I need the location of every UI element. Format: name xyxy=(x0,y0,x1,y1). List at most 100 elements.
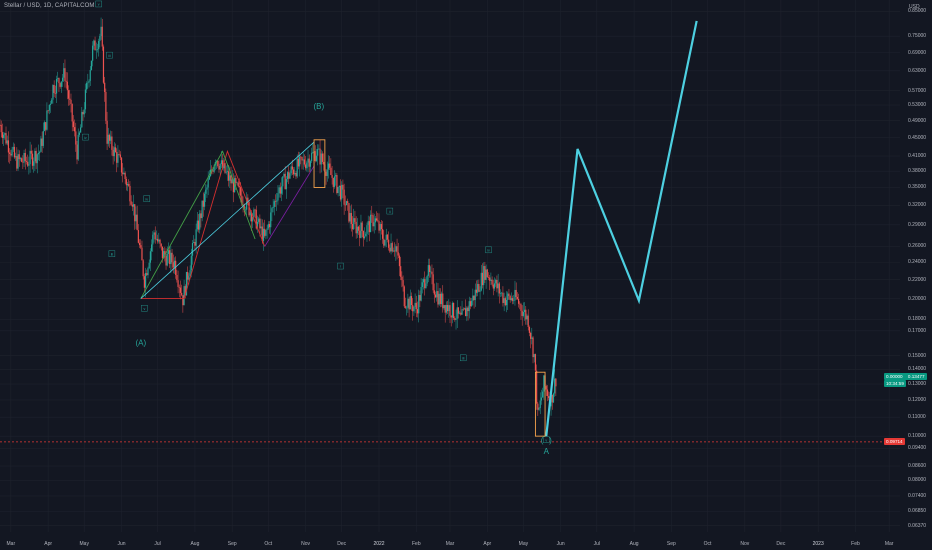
candle-body xyxy=(277,193,279,201)
current-price-tag: 0.13477 xyxy=(907,373,925,379)
candle-body xyxy=(143,276,145,288)
candle-body xyxy=(138,242,141,246)
candle-body xyxy=(319,148,321,165)
candle-body xyxy=(107,134,109,144)
candle-body xyxy=(317,149,319,156)
candle-body xyxy=(81,112,83,128)
candle-body xyxy=(256,221,259,229)
price-tick: 0.35000 xyxy=(908,184,927,191)
candle-body xyxy=(434,294,437,298)
candle-body xyxy=(551,394,553,403)
candle-body xyxy=(295,173,297,177)
candle-body xyxy=(104,82,106,93)
candle-body xyxy=(383,238,385,246)
candle-body xyxy=(153,232,155,235)
small-wave-marker xyxy=(337,262,344,270)
candle-body xyxy=(520,304,522,311)
time-tick: Jun xyxy=(117,541,126,547)
candle-body xyxy=(356,226,358,234)
candle-body xyxy=(510,298,512,301)
time-tick: Feb xyxy=(851,541,860,547)
candle-body xyxy=(173,260,176,268)
candle-body xyxy=(499,293,502,294)
candle-body xyxy=(282,176,284,187)
zigzag-red-line xyxy=(140,149,266,300)
candle-body xyxy=(236,182,238,184)
candle-body xyxy=(122,172,124,175)
candle-body xyxy=(3,134,5,139)
candle-body xyxy=(49,103,52,105)
candle-body xyxy=(511,298,514,301)
candle-body xyxy=(18,154,20,160)
candle-body xyxy=(474,289,476,301)
candle-body xyxy=(289,173,291,179)
price-scale[interactable]: 0.85000 0.75000 0.69000 0.63000 0.57000 0.530… xyxy=(900,0,932,532)
candle-body xyxy=(99,36,101,42)
time-tick: Jun xyxy=(556,541,565,547)
small-wave-label: v xyxy=(98,3,100,7)
candle-body xyxy=(373,222,375,227)
time-tick: May xyxy=(79,541,89,547)
candle-body xyxy=(185,271,188,296)
time-tick: Mar xyxy=(6,541,16,547)
candle-body xyxy=(376,218,378,221)
candle-body xyxy=(64,68,66,81)
candle-body xyxy=(433,290,435,295)
current-price-text: 0.00000 xyxy=(886,373,903,379)
price-tick: 0.22000 xyxy=(908,276,927,283)
candle-body xyxy=(27,161,29,166)
candle-body xyxy=(424,279,426,289)
candle-body xyxy=(188,275,190,280)
time-scale[interactable]: Mar Apr May Jun Jul Aug Sep Oct Nov Dec 2022 Feb Mar… xyxy=(0,532,900,550)
candle-body xyxy=(483,266,485,286)
candle-body xyxy=(228,171,230,181)
candle-body xyxy=(522,312,524,316)
candle-body xyxy=(540,397,543,401)
price-tick: 0.75000 xyxy=(908,33,927,40)
candle-body xyxy=(484,266,486,280)
price-tick: 0.85000 xyxy=(908,8,927,15)
candle-body xyxy=(430,271,432,273)
candle-body xyxy=(206,187,208,190)
price-tick: 0.09400 xyxy=(908,445,927,452)
candle-body xyxy=(249,212,251,216)
candle-body xyxy=(388,239,390,248)
candle-body xyxy=(416,309,419,314)
candle-body xyxy=(171,252,173,263)
candle-body xyxy=(73,127,76,132)
candle-body xyxy=(95,49,97,51)
candle-body xyxy=(480,272,482,291)
candle-body xyxy=(344,204,346,206)
candle-body xyxy=(347,201,349,204)
candle-body xyxy=(280,186,283,194)
candle-body xyxy=(9,152,11,154)
candle-body xyxy=(309,161,312,167)
candle-body xyxy=(343,189,345,205)
candle-body xyxy=(43,122,46,131)
candle-body xyxy=(489,277,491,281)
candle-body xyxy=(254,209,256,211)
candle-body xyxy=(72,121,74,128)
candle-body xyxy=(339,185,342,200)
candle-body xyxy=(157,238,159,242)
time-tick: Feb xyxy=(411,541,421,547)
candle-body xyxy=(54,93,56,94)
candle-body xyxy=(444,305,446,313)
candle-body xyxy=(78,132,81,135)
candle-body xyxy=(202,200,204,207)
candle-body xyxy=(451,302,454,318)
candle-body xyxy=(258,218,260,222)
candle-body xyxy=(279,187,281,194)
candle-body xyxy=(426,275,428,284)
candle-body xyxy=(19,158,22,160)
small-wave-label: iii xyxy=(111,252,114,256)
time-tick: Apr xyxy=(44,541,53,547)
candle-body xyxy=(537,403,539,410)
candle-body xyxy=(102,46,105,83)
symbol-title[interactable]: Stellar / USD, 1D, CAPITALCOM xyxy=(4,3,95,9)
candle-body xyxy=(348,203,350,222)
candle-body xyxy=(89,69,91,81)
candle-body xyxy=(152,234,154,245)
candle-body xyxy=(46,110,48,130)
